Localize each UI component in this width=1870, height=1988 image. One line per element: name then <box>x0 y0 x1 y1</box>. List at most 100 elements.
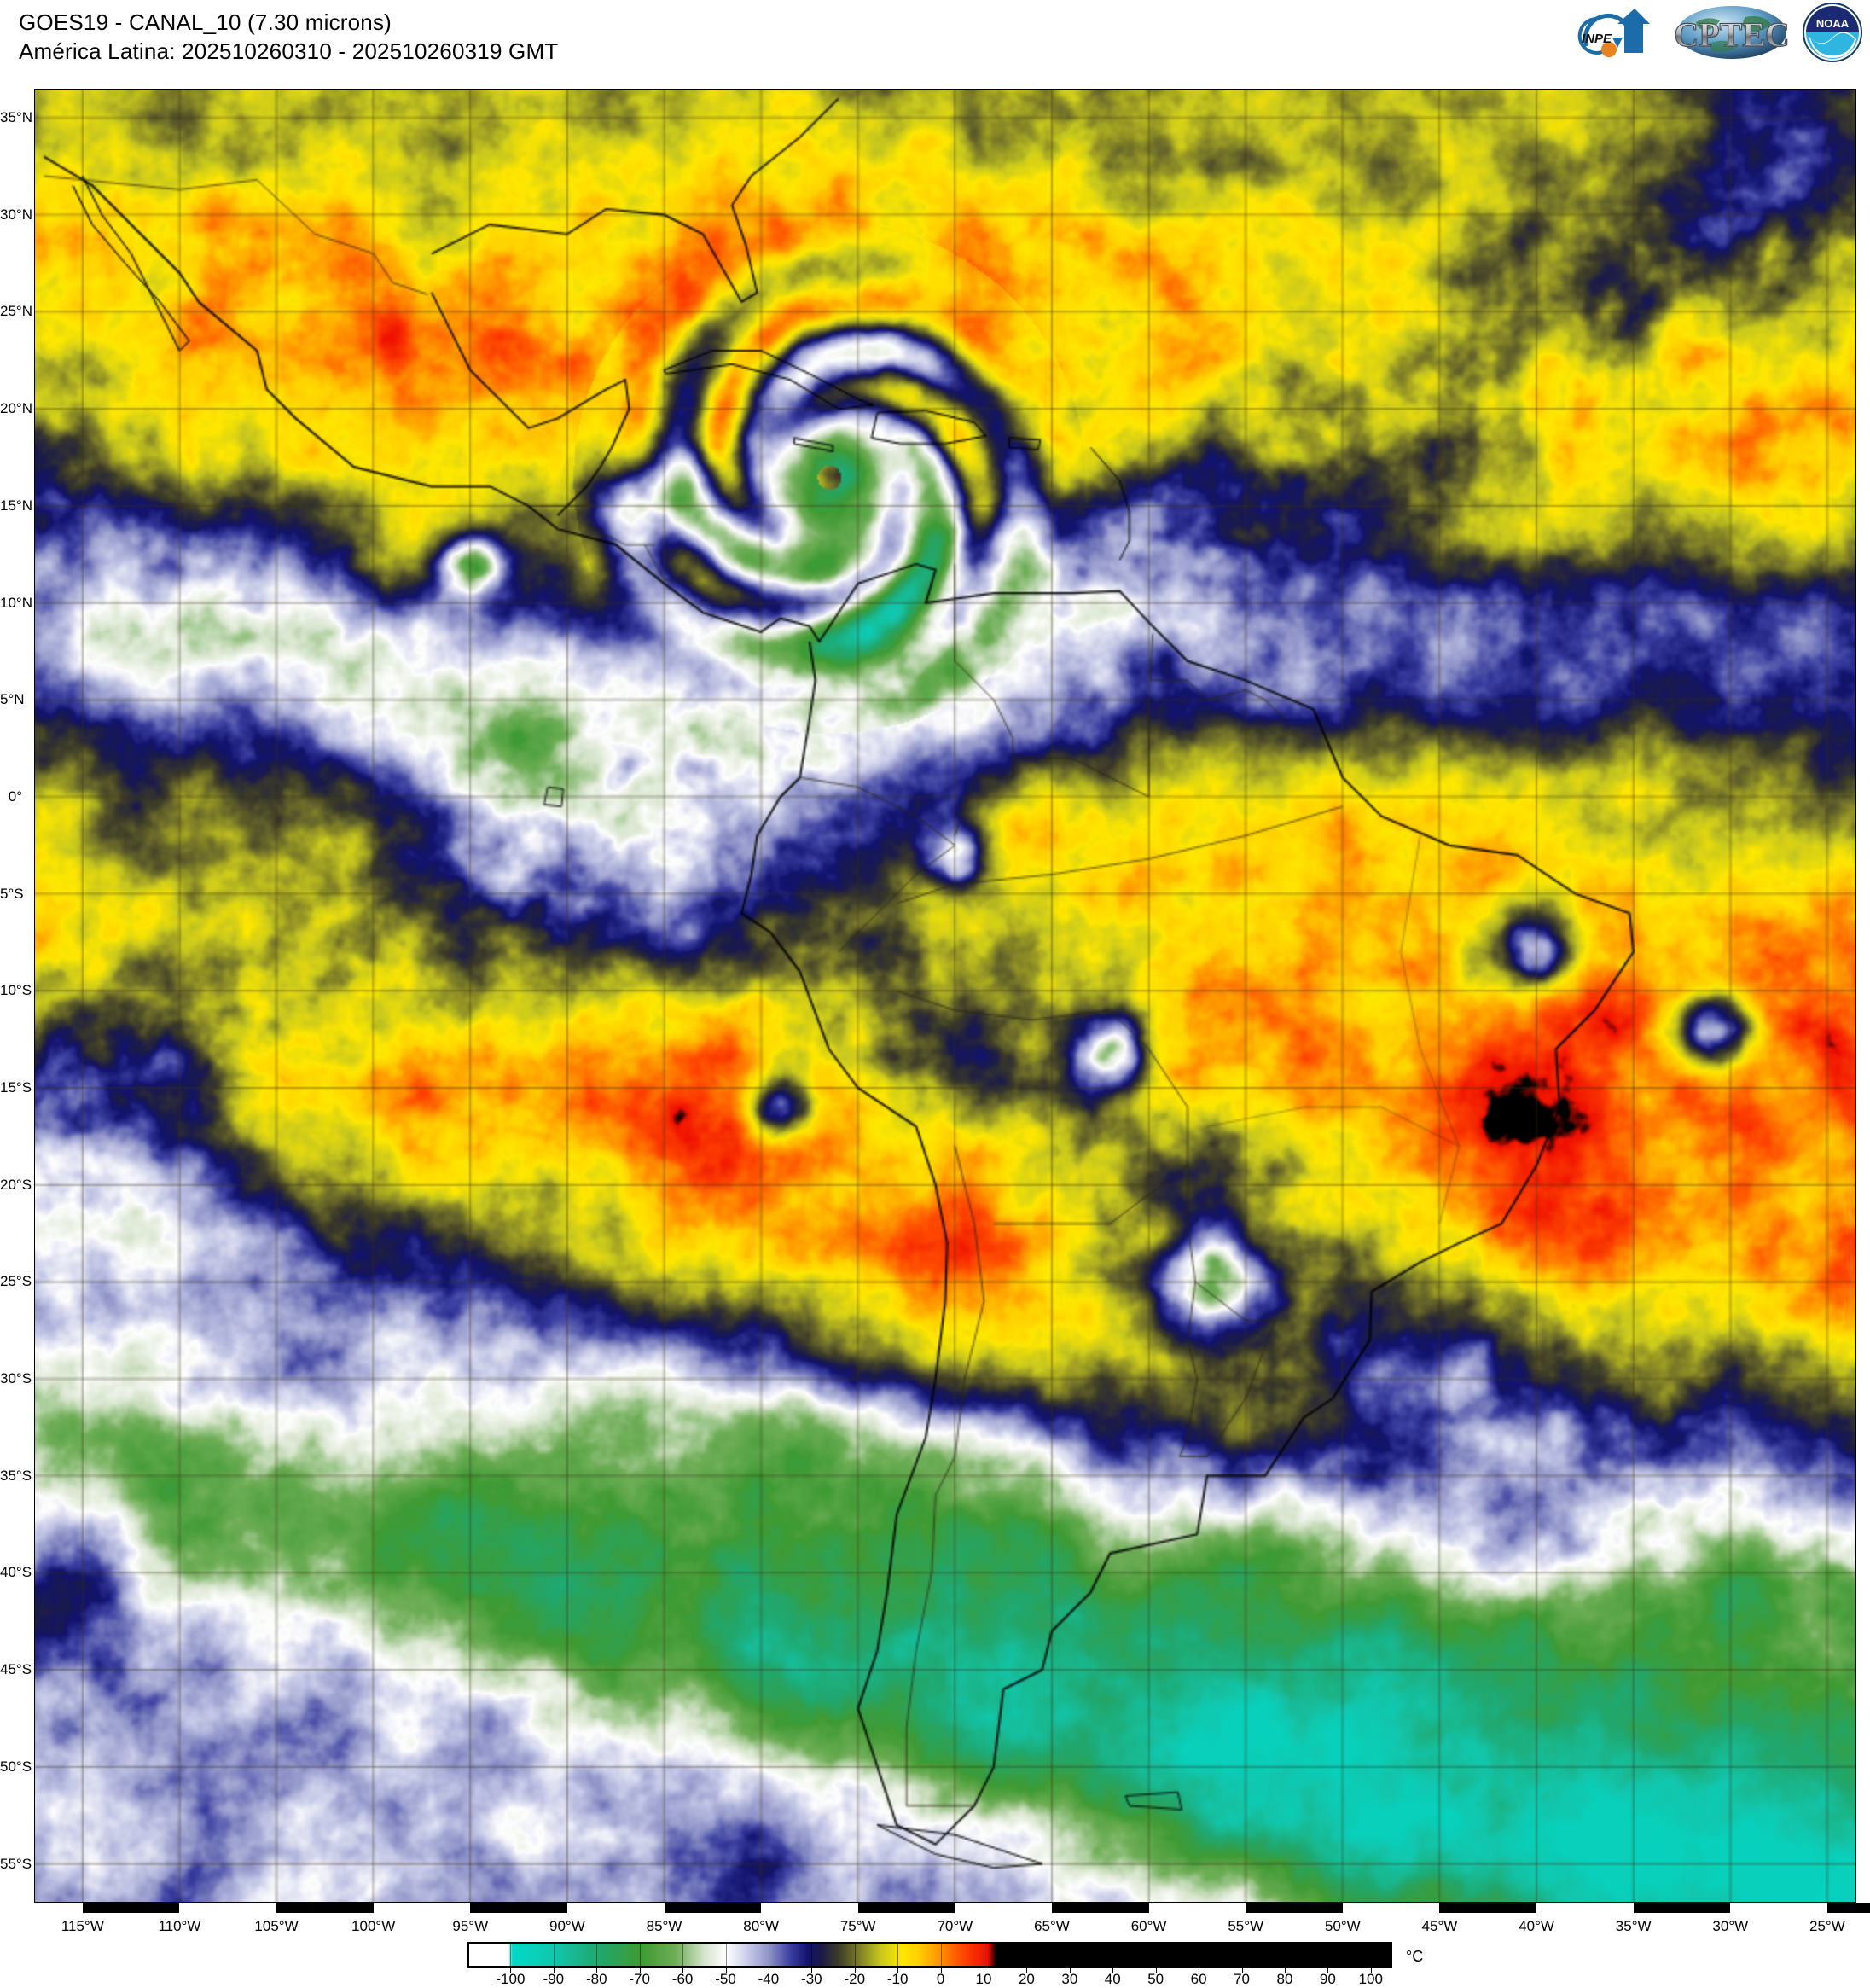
longitude-tick: 40°W <box>1519 1918 1554 1934</box>
inpe-logo: INPE <box>1577 9 1650 57</box>
colorbar-tick-label: 70 <box>1234 1971 1250 1987</box>
axis-tick-segment <box>1246 1903 1343 1913</box>
noaa-logo: NOAA <box>1803 3 1862 62</box>
colorbar-tick-mark <box>725 1968 727 1973</box>
colorbar-tick-label: -90 <box>543 1971 565 1987</box>
latitude-tick: 10°S <box>0 982 32 999</box>
colorbar-tick-label: 40 <box>1104 1971 1121 1987</box>
axis-tick-segment <box>857 1903 955 1913</box>
colorbar-tick-mark <box>1370 1968 1372 1973</box>
longitude-tick: 65°W <box>1034 1918 1070 1934</box>
latitude-tick: 45°S <box>0 1661 32 1678</box>
colorbar-divider <box>1155 1944 1157 1966</box>
colorbar-divider <box>639 1944 641 1966</box>
colorbar-tick-label: 100 <box>1358 1971 1383 1987</box>
colorbar-tick-label: 90 <box>1319 1971 1336 1987</box>
longitude-tick: 35°W <box>1615 1918 1652 1934</box>
colorbar-divider <box>682 1944 684 1966</box>
colorbar-tick-label: -60 <box>671 1971 694 1987</box>
longitude-tick: 95°W <box>452 1918 489 1934</box>
colorbar-tick-label: -20 <box>844 1971 866 1987</box>
colorbar-tick-mark <box>553 1968 555 1973</box>
latitude-tick: 30°S <box>0 1370 32 1387</box>
longitude-tick: 75°W <box>839 1918 876 1934</box>
colorbar-tick-label: 20 <box>1018 1971 1035 1987</box>
axis-tick-segment <box>1051 1903 1149 1913</box>
colorbar-divider <box>1370 1944 1372 1966</box>
axis-tick-segment <box>82 1903 180 1913</box>
colorbar-divider <box>725 1944 727 1966</box>
cptec-logo: CPTEC <box>1674 6 1790 59</box>
axis-tick-segment <box>1439 1903 1537 1913</box>
colorbar-tick-label: 50 <box>1147 1971 1164 1987</box>
colorbar-divider <box>596 1944 598 1966</box>
colorbar-tick-mark <box>682 1968 684 1973</box>
colorbar-tick-mark <box>897 1968 899 1973</box>
longitude-tick: 25°W <box>1809 1918 1845 1934</box>
latitude-tick: 0° <box>8 788 22 805</box>
colorbar-tick-mark <box>811 1968 813 1973</box>
colorbar-tick-label: -50 <box>715 1971 736 1987</box>
colorbar-tick-mark <box>1155 1968 1157 1973</box>
latitude-tick: 5°N <box>0 691 25 708</box>
colorbar-divider <box>553 1944 555 1966</box>
latitude-tick: 20°N <box>0 400 32 417</box>
colorbar-tick-label: -40 <box>758 1971 780 1987</box>
latitude-tick: 25°S <box>0 1273 32 1290</box>
colorbar-tick-mark <box>596 1968 598 1973</box>
satellite-image-canvas[interactable] <box>34 89 1856 1903</box>
colorbar-divider <box>854 1944 856 1966</box>
latitude-tick: 5°S <box>0 885 24 902</box>
satellite-map[interactable] <box>34 89 1856 1903</box>
longitude-tick: 105°W <box>254 1918 299 1934</box>
colorbar-divider <box>1327 1944 1329 1966</box>
latitude-tick: 55°S <box>0 1855 32 1872</box>
longitude-tick: 115°W <box>61 1918 104 1934</box>
longitude-tick: 110°W <box>158 1918 201 1934</box>
colorbar-tick-label: -80 <box>585 1971 607 1987</box>
latitude-tick: 35°N <box>0 109 32 126</box>
colorbar <box>468 1942 1392 1968</box>
colorbar-divider <box>510 1944 512 1966</box>
latitude-tick: 15°S <box>0 1079 32 1096</box>
colorbar-tick-label: -70 <box>629 1971 650 1987</box>
latitude-tick: 20°S <box>0 1176 32 1193</box>
longitude-axis-ribbon <box>34 1903 1870 1913</box>
colorbar-tick-label: -100 <box>496 1971 526 1987</box>
colorbar-divider <box>897 1944 899 1966</box>
colorbar-unit-label: °C <box>1406 1948 1424 1965</box>
longitude-tick: 45°W <box>1421 1918 1458 1934</box>
header: GOES19 - CANAL_10 (7.30 microns) América… <box>0 0 1870 89</box>
latitude-tick: 15°N <box>0 497 32 514</box>
colorbar-tick-mark <box>1241 1968 1243 1973</box>
latitude-tick: 10°N <box>0 594 32 611</box>
colorbar-divider <box>1284 1944 1286 1966</box>
logo-group: INPE CPTEC <box>1568 2 1863 63</box>
colorbar-tick-mark <box>510 1968 512 1973</box>
title-region-time-line: América Latina: 202510260310 - 202510260… <box>19 38 559 64</box>
colorbar-divider <box>940 1944 942 1966</box>
colorbar-tick-label: 0 <box>936 1971 945 1987</box>
colorbar-divider <box>1112 1944 1114 1966</box>
title-product-line: GOES19 - CANAL_10 (7.30 microns) <box>19 9 392 35</box>
axis-tick-segment <box>1633 1903 1731 1913</box>
latitude-tick: 25°N <box>0 303 32 320</box>
axis-tick-segment <box>276 1903 374 1913</box>
longitude-tick: 100°W <box>351 1918 396 1934</box>
longitude-tick: 30°W <box>1712 1918 1749 1934</box>
longitude-tick: 80°W <box>743 1918 780 1934</box>
longitude-tick: 70°W <box>937 1918 973 1934</box>
latitude-tick: 35°S <box>0 1467 32 1484</box>
longitude-tick: 90°W <box>549 1918 585 1934</box>
colorbar-tick-mark <box>1069 1968 1071 1973</box>
colorbar-tick-mark <box>1026 1968 1028 1973</box>
longitude-tick: 55°W <box>1228 1918 1264 1934</box>
colorbar-tick-label: 60 <box>1190 1971 1207 1987</box>
latitude-tick: 30°N <box>0 206 32 223</box>
axis-tick-segment <box>470 1903 567 1913</box>
colorbar-divider <box>1026 1944 1028 1966</box>
colorbar-tick-mark <box>940 1968 942 1973</box>
colorbar-tick-mark <box>1327 1968 1329 1973</box>
colorbar-tick-label: 80 <box>1276 1971 1293 1987</box>
colorbar-tick-mark <box>854 1968 856 1973</box>
